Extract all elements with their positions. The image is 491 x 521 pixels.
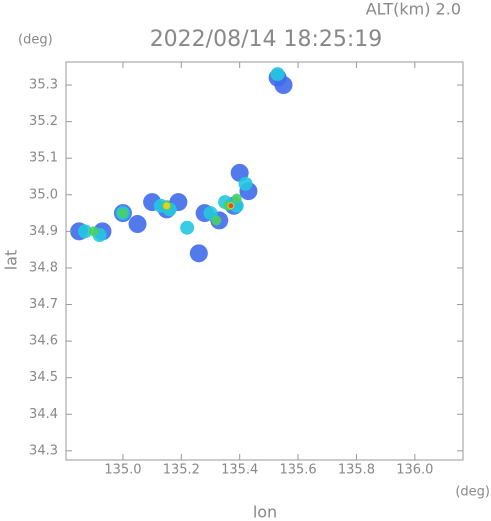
chart-title: 2022/08/14 18:25:19 bbox=[150, 27, 383, 52]
y-tick-label: 35.0 bbox=[29, 187, 58, 202]
echo-point bbox=[117, 208, 128, 219]
y-tick-label: 34.7 bbox=[29, 297, 58, 312]
y-tick-label: 34.8 bbox=[29, 260, 58, 275]
y-tick-label: 34.9 bbox=[29, 224, 58, 239]
echo-point bbox=[77, 224, 92, 239]
echo-point bbox=[211, 215, 222, 226]
y-tick-label: 34.4 bbox=[29, 407, 58, 422]
y-tick-label: 35.3 bbox=[29, 78, 58, 93]
echo-point bbox=[238, 176, 253, 191]
y-tick-label: 34.3 bbox=[29, 443, 58, 458]
echo-point bbox=[228, 203, 234, 209]
echo-point bbox=[88, 226, 99, 237]
y-tick-label: 35.2 bbox=[29, 114, 58, 129]
echo-point bbox=[231, 193, 242, 204]
x-tick-label: 135.4 bbox=[221, 463, 258, 478]
plot-frame bbox=[65, 61, 464, 461]
altitude-label: ALT(km) 2.0 bbox=[366, 0, 461, 19]
x-tick-label: 135.6 bbox=[279, 463, 316, 478]
x-tick-label: 135.2 bbox=[163, 463, 200, 478]
y-axis-label: lat bbox=[2, 250, 21, 271]
x-tick-label: 136.0 bbox=[396, 463, 433, 478]
x-axis-label: lon bbox=[253, 503, 277, 521]
echo-point bbox=[180, 220, 195, 235]
echo-point bbox=[163, 202, 171, 210]
x-tick-label: 135.8 bbox=[338, 463, 375, 478]
echo-point bbox=[229, 198, 244, 213]
y-tick-label: 34.6 bbox=[29, 334, 58, 349]
y-tick-label: 34.5 bbox=[29, 370, 58, 385]
echo-point bbox=[270, 67, 285, 82]
y-unit: (deg) bbox=[18, 33, 53, 48]
plot-area bbox=[70, 67, 293, 263]
echo-point bbox=[189, 244, 208, 263]
echo-point bbox=[128, 215, 147, 234]
y-tick-label: 35.1 bbox=[29, 151, 58, 166]
x-unit: (deg) bbox=[455, 485, 490, 500]
x-tick-label: 135.0 bbox=[104, 463, 141, 478]
